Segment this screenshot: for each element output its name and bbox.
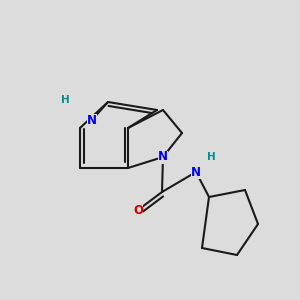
Text: N: N — [191, 166, 201, 178]
Text: N: N — [87, 113, 97, 127]
Text: O: O — [133, 203, 143, 217]
Text: N: N — [158, 151, 168, 164]
Text: H: H — [61, 95, 69, 105]
Text: H: H — [206, 152, 215, 161]
